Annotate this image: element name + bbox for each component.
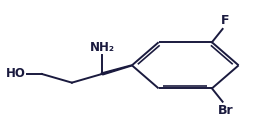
Text: Br: Br [217,104,233,117]
Text: HO: HO [6,67,26,81]
Text: NH₂: NH₂ [89,41,115,54]
Polygon shape [101,65,132,75]
Text: F: F [221,14,230,27]
